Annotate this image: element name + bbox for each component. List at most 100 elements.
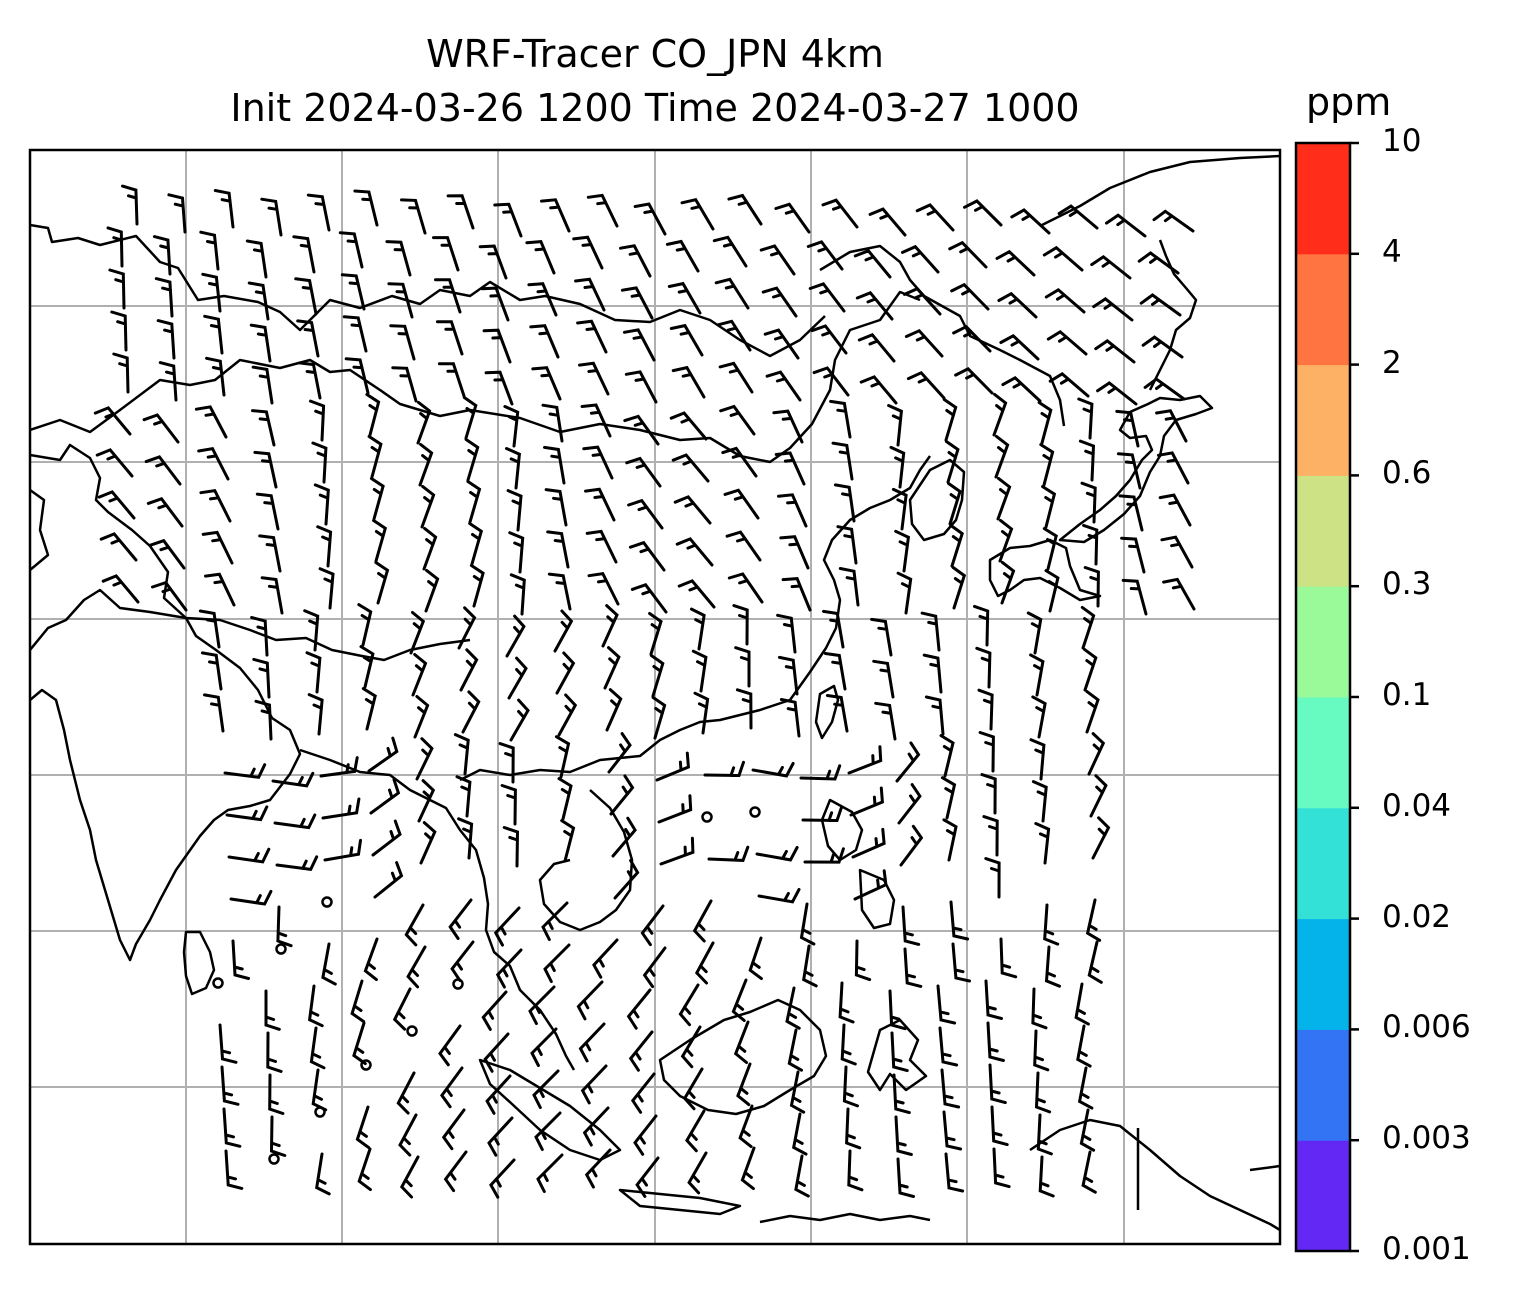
wind-barb bbox=[225, 805, 269, 822]
colorbar-tick-label: 2 bbox=[1382, 344, 1402, 381]
wind-barb bbox=[560, 819, 576, 863]
wind-barb bbox=[461, 690, 481, 734]
wind-barb bbox=[213, 189, 235, 229]
wind-barb bbox=[584, 1148, 612, 1189]
wind-barb bbox=[1044, 569, 1060, 613]
wind-barb bbox=[205, 356, 226, 397]
wind-barb bbox=[525, 240, 556, 275]
wind-barb bbox=[484, 370, 514, 406]
wind-barb bbox=[757, 888, 801, 904]
wind-barb bbox=[434, 278, 462, 314]
wind-barb bbox=[306, 193, 331, 232]
wind-barb bbox=[203, 693, 225, 733]
wind-barb bbox=[847, 1149, 864, 1192]
wind-barb bbox=[158, 361, 178, 402]
colorbar-tick-label: 0.003 bbox=[1382, 1120, 1471, 1157]
wind-barb bbox=[459, 648, 479, 692]
wind-barb bbox=[675, 537, 714, 567]
wind-barb bbox=[891, 487, 908, 531]
wind-barb bbox=[255, 492, 280, 531]
wind-barb bbox=[462, 396, 478, 440]
wind-barb bbox=[1096, 381, 1138, 406]
wind-barb bbox=[371, 819, 402, 857]
wind-barb bbox=[440, 1066, 464, 1109]
wind-barb bbox=[146, 497, 184, 528]
wind-barb bbox=[851, 827, 886, 859]
wind-barb bbox=[1162, 577, 1196, 611]
wind-barb bbox=[944, 440, 960, 484]
wind-barb bbox=[352, 1021, 367, 1066]
wind-barb bbox=[592, 938, 619, 979]
wind-barb bbox=[416, 400, 432, 445]
wind-barb bbox=[829, 399, 852, 439]
colorbar-segment bbox=[1296, 586, 1350, 698]
wind-barb bbox=[655, 751, 690, 782]
wind-barb bbox=[482, 328, 512, 364]
wind-barb bbox=[154, 277, 174, 318]
wind-barb bbox=[437, 362, 466, 398]
wind-barb bbox=[1044, 945, 1061, 988]
wind-barb bbox=[99, 532, 138, 562]
wind-barb bbox=[574, 277, 606, 312]
wind-barb bbox=[503, 405, 520, 448]
wind-barb bbox=[888, 989, 907, 1031]
wind-barb bbox=[1152, 209, 1195, 233]
wind-barb bbox=[355, 1105, 371, 1150]
wind-barb bbox=[253, 450, 278, 489]
wind-barb bbox=[1034, 822, 1051, 865]
wind-barb bbox=[984, 857, 1001, 899]
wind-barb bbox=[774, 451, 806, 486]
wind-barb bbox=[201, 272, 222, 313]
wind-barb bbox=[266, 1031, 283, 1073]
wind-barb bbox=[619, 244, 652, 278]
wind-barb bbox=[755, 846, 799, 862]
map-title: WRF-Tracer CO_JPN 4km bbox=[426, 32, 884, 76]
wind-barb bbox=[509, 573, 526, 616]
wind-barb bbox=[344, 357, 370, 395]
wind-barb bbox=[628, 540, 666, 572]
wind-barb bbox=[1080, 605, 1096, 650]
wind-barb-calm bbox=[406, 1025, 418, 1037]
wind-barb bbox=[305, 651, 322, 694]
wind-barb bbox=[673, 495, 712, 525]
wind-barb bbox=[555, 651, 576, 695]
wind-barb bbox=[735, 688, 753, 730]
wind-barb bbox=[901, 905, 921, 946]
wind-barb bbox=[915, 203, 955, 232]
wind-barb bbox=[541, 901, 569, 941]
wind-barb bbox=[1143, 377, 1186, 401]
wind-barb bbox=[1039, 443, 1055, 487]
wind-barb bbox=[251, 365, 274, 405]
wind-barb bbox=[254, 699, 273, 741]
wind-barb bbox=[630, 583, 668, 614]
wind-barb bbox=[586, 193, 619, 228]
wind-barb bbox=[838, 567, 860, 607]
wind-barb bbox=[635, 1156, 660, 1198]
wind-barb bbox=[897, 783, 922, 825]
wind-barb bbox=[1085, 898, 1102, 942]
wind-barb bbox=[142, 413, 180, 444]
colorbar-segment bbox=[1296, 475, 1350, 587]
wind-barb bbox=[803, 847, 845, 864]
wind-barb bbox=[220, 1065, 240, 1106]
wind-barb bbox=[940, 1068, 961, 1109]
wind-barb bbox=[529, 324, 560, 359]
wind-barb bbox=[112, 352, 130, 394]
wind-barb bbox=[685, 1109, 706, 1153]
wind-barb bbox=[576, 319, 608, 354]
wind-barb bbox=[751, 762, 795, 778]
wind-barb bbox=[313, 483, 330, 526]
wind-barb bbox=[420, 484, 436, 529]
wind-barb-calm bbox=[212, 977, 224, 989]
wind-barb bbox=[495, 948, 523, 989]
wind-barb bbox=[311, 441, 328, 484]
wind-barb bbox=[887, 404, 904, 447]
wind-barb bbox=[466, 480, 482, 524]
wind-barb bbox=[951, 565, 967, 610]
wind-barb bbox=[411, 653, 428, 697]
wind-barb bbox=[806, 240, 844, 271]
wind-barb bbox=[391, 366, 418, 403]
wind-barb bbox=[896, 1157, 915, 1198]
wind-barb bbox=[204, 572, 236, 607]
wind-barb bbox=[483, 1032, 510, 1073]
